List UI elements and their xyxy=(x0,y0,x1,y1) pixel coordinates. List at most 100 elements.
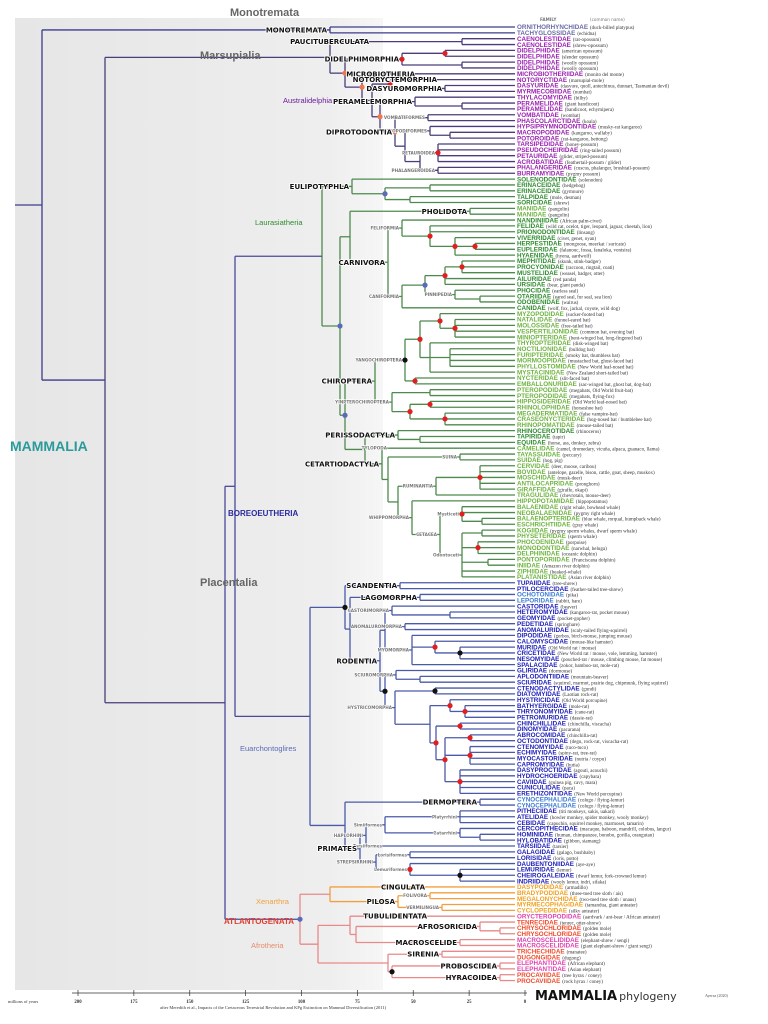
family-name: CAENOLESTIDAE xyxy=(517,36,571,43)
clade-label-simiiformes: Simiiformes xyxy=(354,822,383,827)
family-label: PRIONODONTIDAE (linsang) xyxy=(517,229,595,236)
common-name: (Asian elephant) xyxy=(568,968,602,973)
family-label: HETEROMYIDAE (kangaroo-rat, pocket mouse) xyxy=(517,609,629,616)
common-name: (pacarana) xyxy=(559,728,580,733)
family-name: DIDELPHIDAE xyxy=(517,65,560,72)
family-label: MYOCASTORIDAE (nutria / coypu) xyxy=(517,755,606,762)
common-name: (Old World porcupine) xyxy=(562,699,608,704)
common-name: (ring-tailed possum) xyxy=(580,149,621,154)
family-name: HYDROCHOERIDAE xyxy=(517,773,578,780)
common-name: (woolly opossum) xyxy=(562,61,599,66)
family-name: PERAMELIDAE xyxy=(517,100,563,107)
family-name: PRIONODONTIDAE xyxy=(517,229,575,236)
common-name: (falanouc, fossa, fanaloka, vontsira) xyxy=(560,249,632,254)
common-name: (lemur) xyxy=(556,869,571,874)
family-label: CALOMYSCIDAE (mouse-like hamster) xyxy=(517,638,613,645)
common-name: (Asian river dolphin) xyxy=(568,576,611,581)
family-label: MUSTELIDAE (weasel, badger, otter) xyxy=(517,270,605,277)
common-name: (slender opossum) xyxy=(562,55,599,60)
common-name: (loris, potto) xyxy=(553,857,578,862)
clade-label-vombatiformes: VOMBATIFORMES xyxy=(384,115,425,120)
clade-label-vermilingua: VERMILINGUA xyxy=(406,905,439,910)
family-label: LORISIDAE (loris, potto) xyxy=(517,855,579,862)
common-name: (earless seal) xyxy=(552,289,578,294)
family-label: SOLENODONTIDAE (solenodon) xyxy=(517,176,603,183)
node-marker xyxy=(359,84,365,90)
clade-label-cetacea: CETACEA xyxy=(416,532,438,537)
common-name: (honey-possum) xyxy=(565,143,598,148)
family-label: CYNOCEPHALIDAE (colugo / flying-lemur) xyxy=(517,796,625,803)
common-name: (chinchilla, viscacha) xyxy=(568,722,611,727)
clade-label-castorimorpha: CASTORIMORPHA xyxy=(348,608,390,613)
family-name: ERETHIZONTIDAE xyxy=(517,791,572,798)
clade-label-dermoptera: DERMOPTERA xyxy=(423,799,478,807)
common-name: (tree hyrax / coney) xyxy=(562,974,602,979)
clade-label-odontoceti: Odontoceti xyxy=(433,552,460,557)
node-marker xyxy=(342,412,348,418)
family-label: ATELIDAE (howler monkey, spider monkey, w… xyxy=(517,814,649,821)
common-name: (walrus) xyxy=(562,301,579,306)
family-name: SCIURIDAE xyxy=(517,679,552,686)
common-name: (blue whale, rorqual, humpback whale) xyxy=(582,518,661,523)
common-name: (oceanic dolphin) xyxy=(562,553,597,558)
node-marker xyxy=(467,735,473,741)
clade-label-anomaluromorpha: ANOMALUROMORPHA xyxy=(351,624,403,629)
common-name: (rat-kangaroo, bettong) xyxy=(561,137,608,142)
axis-tick-label: 50 xyxy=(411,1000,416,1005)
clade-label-eulipotyphla: EULIPOTYPHLA xyxy=(290,183,350,191)
node-marker xyxy=(435,150,441,156)
common-name: (mole, desman) xyxy=(550,196,581,201)
clade-label-phalangeroidea: PHALANGEROIDEA xyxy=(392,168,436,173)
family-name: MORMOOPIDAE xyxy=(517,358,566,365)
family-name: MYRMECOBIIDAE xyxy=(517,89,571,96)
node-marker xyxy=(457,723,463,729)
family-label: DIDELPHIDAE (woolly opossum) xyxy=(517,65,598,72)
family-label: DELPHINIDAE (oceanic dolphin) xyxy=(517,551,597,558)
family-name: ODOBENIDAE xyxy=(517,299,560,306)
family-label: OTARIIDAE (eared seal, fur seal, sea lion… xyxy=(517,293,612,300)
common-name: (guinea pig, cavy, mara) xyxy=(549,781,598,786)
node-marker xyxy=(442,273,448,279)
family-label: BALAENIDAE (right whale, bowhead whale) xyxy=(517,504,620,511)
common-name: (golden mole) xyxy=(583,927,612,932)
common-name: (hyena, aardwolf) xyxy=(556,254,592,259)
family-label: NYCTERIDAE (slit-faced bat) xyxy=(517,375,590,382)
family-name: VESPERTILIONIDAE xyxy=(517,328,578,335)
family-name: ACROBATIDAE xyxy=(517,159,563,166)
axis-label: millions of years xyxy=(8,999,38,1004)
family-name: CAENOLESTIDAE xyxy=(517,42,571,49)
common-name: (agouti, acouchi) xyxy=(574,769,608,774)
common-name: (pika) xyxy=(566,594,578,599)
family-name: OTARIIDAE xyxy=(517,293,551,300)
node-marker xyxy=(382,688,388,694)
common-name: (pangolin) xyxy=(548,213,569,218)
family-name: BATHYERGIDAE xyxy=(517,703,567,710)
common-name: (African palm-civet) xyxy=(560,219,602,224)
common-name: (gerbos, birch-mouse, jumping mouse) xyxy=(554,635,632,640)
family-label: CAENOLESTIDAE (shrew-opossum) xyxy=(517,42,608,49)
family-label: CTENOMYIDAE (tuco-tuco) xyxy=(517,744,588,751)
family-label: TAPIRIDAE (tapir) xyxy=(517,434,565,441)
family-name: FURIPTERIDAE xyxy=(517,352,564,359)
family-name: DIDELPHIDAE xyxy=(517,48,560,55)
family-label: GALAGIDAE (galago, bushbaby) xyxy=(517,849,595,856)
common-name: (monito del monte) xyxy=(585,73,624,78)
family-name: ERINACEIDAE xyxy=(517,182,560,189)
common-name: (aye-aye) xyxy=(576,863,595,868)
clade-label-caniformia: CANIFORMIA xyxy=(369,294,400,299)
axis-tick-label: 175 xyxy=(130,1000,138,1005)
clade-label-folivora: FOLIVORA xyxy=(403,893,428,898)
common-name: (linsang) xyxy=(577,231,595,236)
family-name: ESCHRICHTIIDAE xyxy=(517,521,571,528)
family-name: CERVIDAE xyxy=(517,463,549,470)
node-marker xyxy=(447,703,453,709)
clade-label-afrosoricida: AFROSORICIDA xyxy=(418,923,478,931)
family-name: PETROMURIDAE xyxy=(517,715,568,722)
family-name: TRICHECHIDAE xyxy=(517,949,565,956)
common-name: (woolly opossum) xyxy=(562,67,599,72)
common-name: (tapir) xyxy=(552,436,565,441)
family-name: TALPIDAE xyxy=(517,194,548,201)
node-marker xyxy=(412,378,418,384)
family-name: PEDETIDAE xyxy=(517,621,553,628)
